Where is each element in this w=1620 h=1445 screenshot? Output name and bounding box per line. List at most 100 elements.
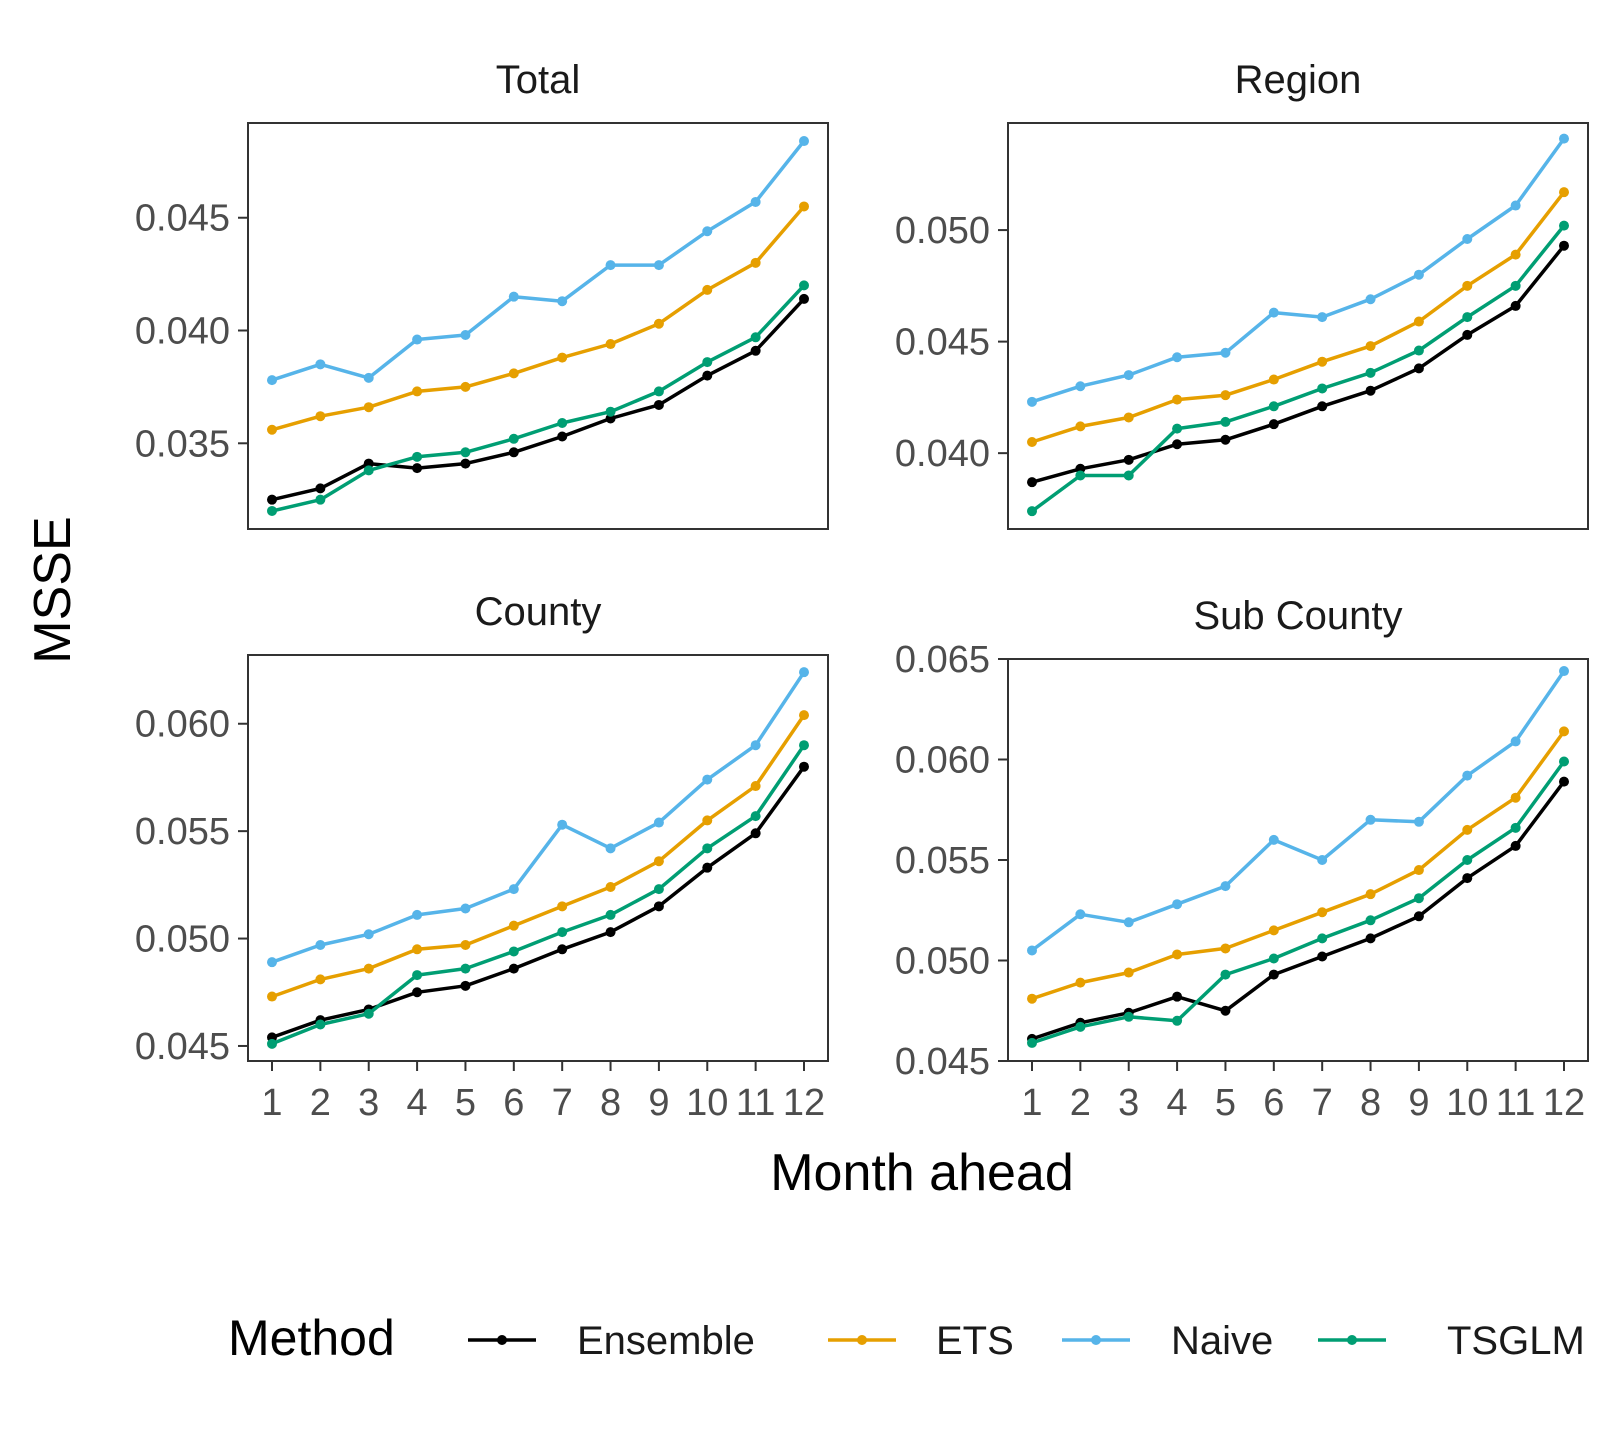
point-ets [702, 284, 713, 295]
y-axis-title: MSSE [24, 516, 82, 663]
point-ensemble [750, 828, 761, 839]
point-ets [1172, 949, 1183, 960]
series-line-tsglm [271, 284, 806, 513]
point-naive [315, 940, 326, 950]
x-tick-label: 10 [1446, 1082, 1488, 1124]
point-ets [702, 815, 713, 826]
point-ets [1123, 412, 1134, 423]
legend-item-ets: ETS [828, 1319, 1014, 1363]
x-tick-label: 4 [407, 1082, 428, 1124]
y-tick-label: 0.060 [135, 704, 230, 746]
series-line-ensemble [1031, 244, 1566, 484]
y-tick-label: 0.060 [895, 740, 990, 782]
point-ensemble [1027, 477, 1037, 488]
series-line-naive [1031, 137, 1566, 404]
point-naive [363, 929, 374, 940]
point-naive [508, 884, 519, 895]
point-naive [1462, 234, 1473, 244]
point-tsglm [1220, 969, 1231, 980]
point-naive [702, 774, 713, 785]
legend-label-tsglm: TSGLM [1447, 1319, 1585, 1363]
series-line-tsglm [271, 744, 806, 1046]
point-naive [653, 260, 664, 271]
point-tsglm [1172, 423, 1183, 434]
point-naive [267, 957, 277, 968]
panel-border [1007, 658, 1589, 1062]
point-tsglm [508, 946, 519, 957]
panel-title-county: County [475, 590, 602, 634]
legend-key-point [1091, 1335, 1101, 1345]
legend: Method Ensemble ETS Naive TSGLM [228, 1310, 1585, 1366]
point-ets [605, 339, 616, 350]
point-ets [1172, 394, 1183, 405]
point-ensemble [412, 463, 423, 474]
point-naive [653, 817, 664, 828]
x-tick-label: 6 [1263, 1082, 1284, 1124]
point-tsglm [363, 465, 374, 476]
point-tsglm [1510, 822, 1521, 833]
point-tsglm [1027, 1037, 1037, 1048]
point-tsglm [653, 386, 664, 397]
x-tick-label: 7 [1312, 1082, 1333, 1124]
series-line-ensemble [1031, 780, 1566, 1041]
series-line-naive [271, 671, 806, 964]
x-tick-label: 12 [783, 1082, 825, 1124]
point-ensemble [1220, 1005, 1231, 1016]
y-tick-label: 0.050 [895, 941, 990, 983]
point-ets [653, 856, 664, 867]
series-line-tsglm [1030, 224, 1566, 513]
series-line-ets [1031, 730, 1566, 1001]
point-ets [363, 963, 374, 974]
y-tick-label: 0.045 [895, 1041, 990, 1083]
point-tsglm [267, 1038, 277, 1049]
point-ets [1413, 865, 1424, 876]
point-ensemble [1559, 240, 1569, 251]
point-tsglm [1462, 312, 1473, 323]
point-naive [557, 296, 568, 307]
point-tsglm [1027, 506, 1037, 517]
point-ensemble [1172, 439, 1183, 450]
point-ensemble [702, 862, 713, 873]
point-tsglm [1220, 416, 1231, 427]
point-ets [508, 920, 519, 931]
point-ets [1413, 316, 1424, 327]
x-tick-label: 4 [1167, 1082, 1188, 1124]
point-tsglm [460, 447, 471, 458]
point-ets [1027, 993, 1037, 1004]
point-naive [1027, 945, 1037, 956]
point-ensemble [1268, 419, 1279, 430]
x-tick-label: 11 [736, 1082, 775, 1124]
x-tick-label: 5 [455, 1082, 476, 1124]
point-tsglm [1123, 470, 1134, 481]
y-tick-label: 0.055 [135, 811, 230, 853]
point-ensemble [1510, 300, 1521, 311]
x-tick-label: 9 [648, 1082, 669, 1124]
point-ets [508, 368, 519, 379]
point-tsglm [799, 740, 809, 751]
point-ets [412, 386, 423, 397]
point-tsglm [750, 811, 761, 822]
y-tick-label: 0.065 [895, 639, 990, 681]
point-ensemble [1462, 873, 1473, 884]
x-tick-label: 8 [600, 1082, 621, 1124]
point-naive [557, 819, 568, 830]
point-naive [315, 359, 326, 370]
point-tsglm [1075, 470, 1086, 481]
point-tsglm [1317, 933, 1328, 944]
point-naive [702, 226, 713, 237]
point-ensemble [460, 980, 471, 991]
point-naive [605, 260, 616, 271]
legend-item-tsglm: TSGLM [1318, 1319, 1585, 1363]
point-ets [363, 402, 374, 413]
point-ets [750, 257, 761, 268]
point-ets [1462, 824, 1473, 835]
legend-label-ensemble: Ensemble [577, 1319, 755, 1363]
point-naive [799, 136, 809, 147]
point-ensemble [508, 963, 519, 974]
point-ets [799, 201, 809, 212]
point-ensemble [1413, 363, 1424, 374]
point-naive [799, 667, 809, 678]
point-tsglm [1123, 1011, 1134, 1022]
